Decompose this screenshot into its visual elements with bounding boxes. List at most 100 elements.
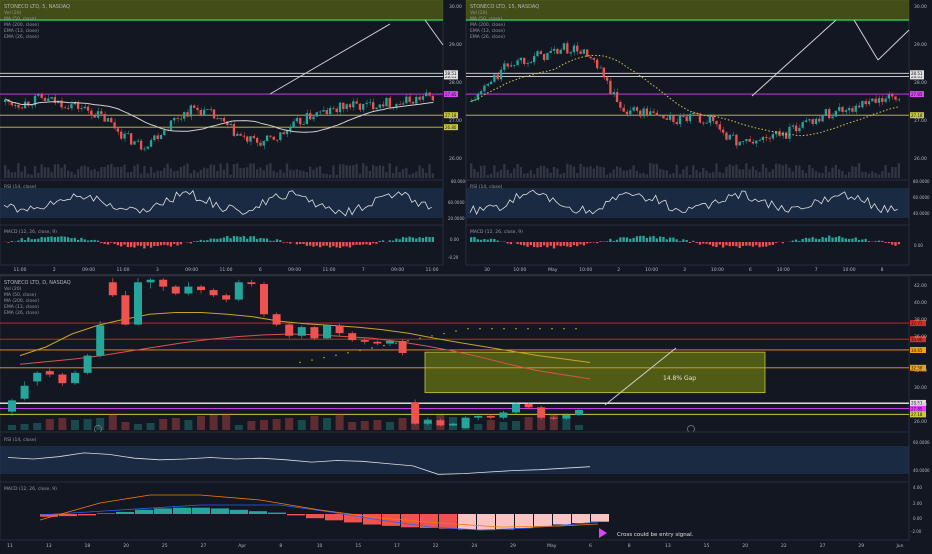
macd-histogram-bar bbox=[626, 237, 628, 242]
time-tick: 29 bbox=[858, 543, 864, 549]
volume-bar bbox=[583, 167, 585, 178]
candle-body bbox=[748, 139, 750, 142]
price-tick: 30.00 bbox=[449, 4, 462, 10]
volume-bar bbox=[499, 422, 507, 430]
macd-histogram-bar bbox=[249, 511, 267, 514]
volume-bar bbox=[405, 168, 407, 178]
candle-body bbox=[418, 97, 420, 100]
volume-bar bbox=[355, 164, 357, 178]
volume-bar bbox=[745, 163, 747, 178]
volume-bar bbox=[180, 167, 182, 178]
volume-bar bbox=[725, 167, 727, 178]
candle-body bbox=[362, 104, 364, 110]
volume-bar bbox=[133, 166, 135, 178]
candle-body bbox=[722, 130, 724, 133]
candle-body bbox=[120, 132, 122, 139]
macd-histogram-bar bbox=[473, 237, 475, 242]
macd-histogram-bar bbox=[540, 242, 542, 247]
volume-bar bbox=[286, 164, 288, 178]
macd-histogram-bar bbox=[576, 242, 578, 246]
candle-body bbox=[236, 134, 238, 136]
macd-histogram-bar bbox=[31, 239, 33, 242]
candle-body bbox=[589, 57, 591, 58]
macd-histogram-bar bbox=[828, 236, 830, 242]
candle-body bbox=[203, 110, 205, 116]
volume-bar bbox=[659, 169, 661, 178]
macd-histogram-bar bbox=[593, 242, 595, 243]
price-tick: 28.00 bbox=[914, 402, 927, 408]
rsi-title: RSI (14, close) bbox=[470, 184, 503, 190]
candle-body bbox=[369, 102, 371, 103]
macd-histogram-bar bbox=[206, 240, 208, 242]
candle-body bbox=[609, 81, 611, 95]
volume-bar bbox=[361, 421, 369, 430]
candle-body bbox=[490, 82, 492, 84]
macd-histogram-bar bbox=[725, 242, 727, 245]
volume-bar bbox=[166, 164, 168, 178]
volume-bar bbox=[556, 169, 558, 178]
macd-histogram-bar bbox=[97, 513, 115, 514]
candle-body bbox=[828, 109, 830, 118]
volume-bar bbox=[825, 166, 827, 178]
volume-bar bbox=[540, 166, 542, 178]
volume-bar bbox=[603, 167, 605, 178]
volume-bar bbox=[506, 170, 508, 178]
volume-bar bbox=[54, 164, 56, 178]
candle-body bbox=[831, 117, 833, 119]
time-tick: 09:00 bbox=[185, 267, 198, 273]
macd-histogram-bar bbox=[78, 514, 96, 515]
macd-histogram-bar bbox=[534, 514, 552, 527]
volume-bar bbox=[67, 171, 69, 178]
macd-histogram-bar bbox=[233, 236, 235, 242]
macd-histogram-bar bbox=[229, 238, 231, 242]
macd-histogram-bar bbox=[190, 242, 192, 243]
candle-body bbox=[213, 109, 215, 118]
volume-bar bbox=[365, 166, 367, 178]
candle-body bbox=[147, 280, 155, 283]
volume-bar bbox=[84, 166, 86, 178]
candle-body bbox=[758, 140, 760, 141]
macd-histogram-bar bbox=[226, 236, 228, 242]
macd-histogram-bar bbox=[211, 508, 229, 514]
volume-bar bbox=[609, 173, 611, 178]
candle-body bbox=[497, 74, 499, 79]
macd-histogram-bar bbox=[216, 239, 218, 242]
candle-body bbox=[480, 91, 482, 94]
volume-bar bbox=[878, 174, 880, 178]
ticker-label: STONECO LTD, 15, NASDAQ bbox=[470, 4, 539, 10]
macd-title: MACD (12, 26, close, 9) bbox=[4, 229, 57, 235]
volume-bar bbox=[70, 172, 72, 178]
candle-body bbox=[103, 114, 105, 121]
macd-histogram-bar bbox=[289, 242, 291, 244]
candle-body bbox=[603, 68, 605, 78]
volume-bar bbox=[27, 174, 29, 178]
candle-body bbox=[113, 122, 115, 128]
volume-bar bbox=[894, 167, 896, 178]
indicator-label: MA (200, close) bbox=[470, 22, 505, 28]
volume-bar bbox=[134, 424, 142, 430]
macd-histogram-bar bbox=[835, 237, 837, 242]
macd-histogram-bar bbox=[339, 242, 341, 248]
candle-body bbox=[709, 116, 711, 123]
ma-projection-dot bbox=[527, 328, 528, 329]
candle-body bbox=[159, 280, 167, 287]
macd-histogram-bar bbox=[24, 240, 26, 242]
volume-bar bbox=[758, 172, 760, 178]
candle-body bbox=[550, 418, 558, 419]
macd-histogram-bar bbox=[363, 514, 381, 525]
volume-bar bbox=[80, 166, 82, 178]
macd-histogram-bar bbox=[342, 242, 344, 246]
volume-bar bbox=[735, 165, 737, 178]
volume-bar bbox=[323, 418, 331, 430]
candle-body bbox=[365, 103, 367, 104]
volume-bar bbox=[399, 172, 401, 178]
macd-histogram-bar bbox=[123, 242, 125, 245]
macd-histogram-bar bbox=[355, 242, 357, 245]
volume-bar bbox=[821, 173, 823, 178]
volume-bar bbox=[206, 168, 208, 178]
candle-body bbox=[662, 115, 664, 118]
candle-body bbox=[210, 290, 218, 295]
volume-bar bbox=[752, 166, 754, 178]
price-tick: 27.00 bbox=[914, 118, 927, 124]
